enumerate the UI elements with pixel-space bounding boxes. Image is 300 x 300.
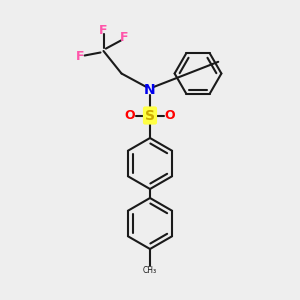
Text: CH₃: CH₃: [143, 266, 157, 275]
Text: O: O: [165, 109, 176, 122]
Text: F: F: [76, 50, 85, 64]
Text: N: N: [144, 83, 156, 97]
Text: F: F: [120, 31, 129, 44]
Text: S: S: [145, 109, 155, 122]
Text: O: O: [124, 109, 135, 122]
Text: F: F: [99, 23, 108, 37]
